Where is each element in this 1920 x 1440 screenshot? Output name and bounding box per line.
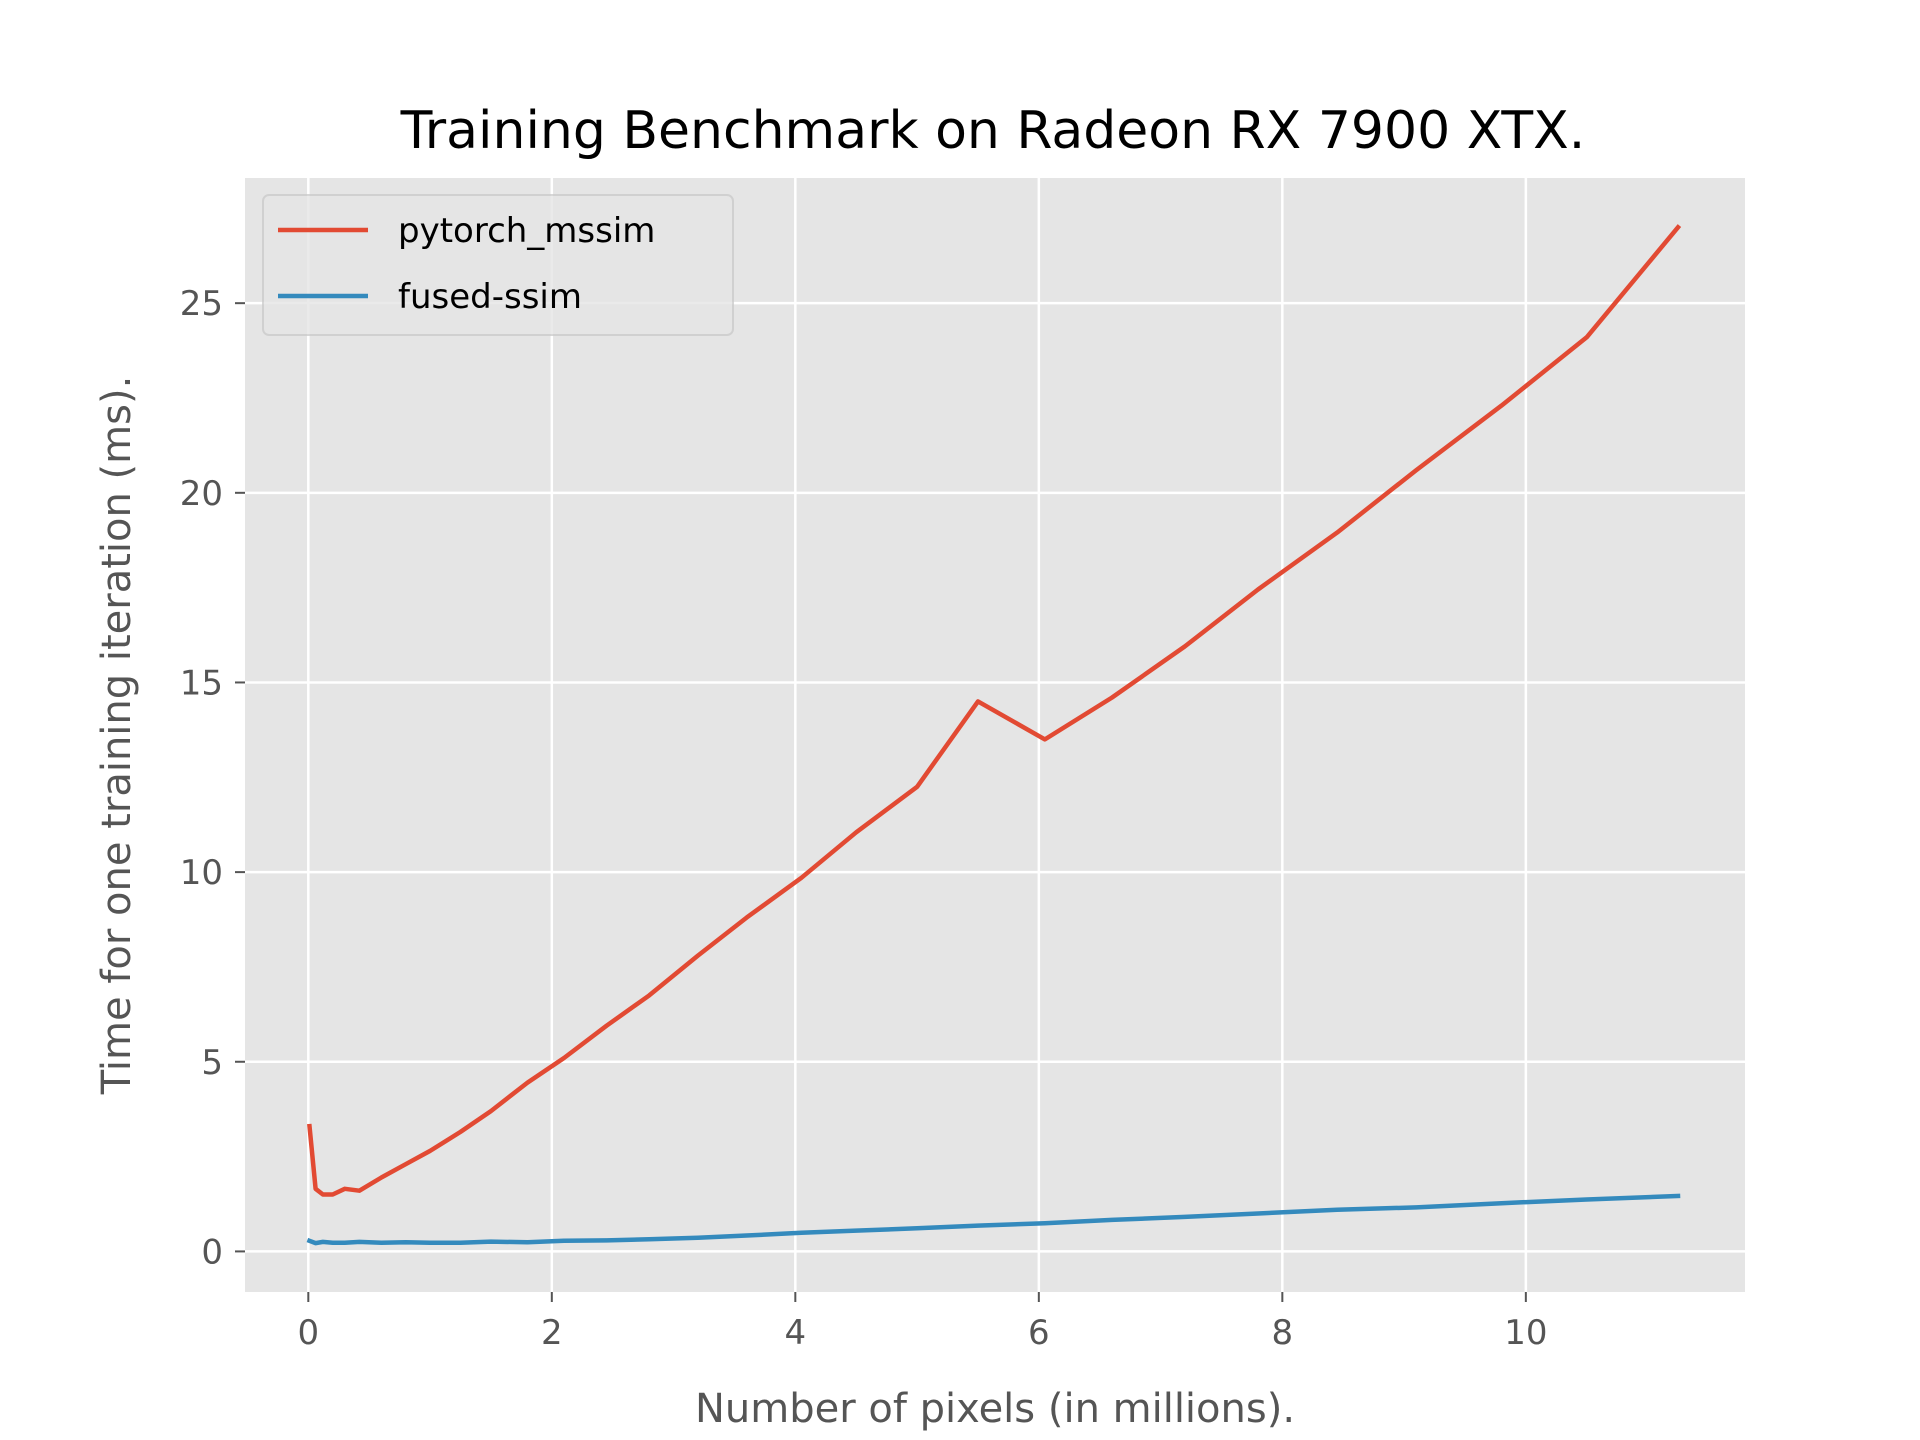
legend-label: pytorch_mssim [398, 211, 655, 251]
x-axis-label: Number of pixels (in millions). [695, 1386, 1295, 1432]
y-tick-label: 5 [201, 1043, 223, 1083]
x-tick-label: 2 [541, 1313, 563, 1353]
x-tick-label: 0 [297, 1313, 319, 1353]
y-tick-label: 0 [201, 1232, 223, 1272]
legend-box [262, 194, 734, 336]
y-tick-label: 25 [180, 284, 223, 324]
series-line-pytorch_mssim [307, 224, 1682, 1197]
y-tick-label: 10 [180, 853, 223, 893]
axis-ticks: 0 2 4 6 8 10 0 5 10 15 20 25 [180, 284, 1548, 1353]
chart-title: Training Benchmark on Radeon RX 7900 XTX… [400, 101, 1586, 161]
y-axis-label: Time for one training iteration (ms). [94, 376, 140, 1096]
grid-lines [245, 178, 1745, 1292]
y-tick-label: 15 [180, 663, 223, 703]
x-tick-label: 8 [1272, 1313, 1294, 1353]
legend: pytorch_mssim fused-ssim [262, 194, 734, 336]
x-tick-label: 10 [1504, 1313, 1547, 1353]
x-tick-label: 4 [785, 1313, 807, 1353]
y-tick-label: 20 [180, 474, 223, 514]
legend-label: fused-ssim [398, 277, 582, 317]
series-lines [306, 224, 1682, 1246]
series-line-fused-ssim [306, 1193, 1681, 1246]
x-tick-label: 6 [1028, 1313, 1050, 1353]
